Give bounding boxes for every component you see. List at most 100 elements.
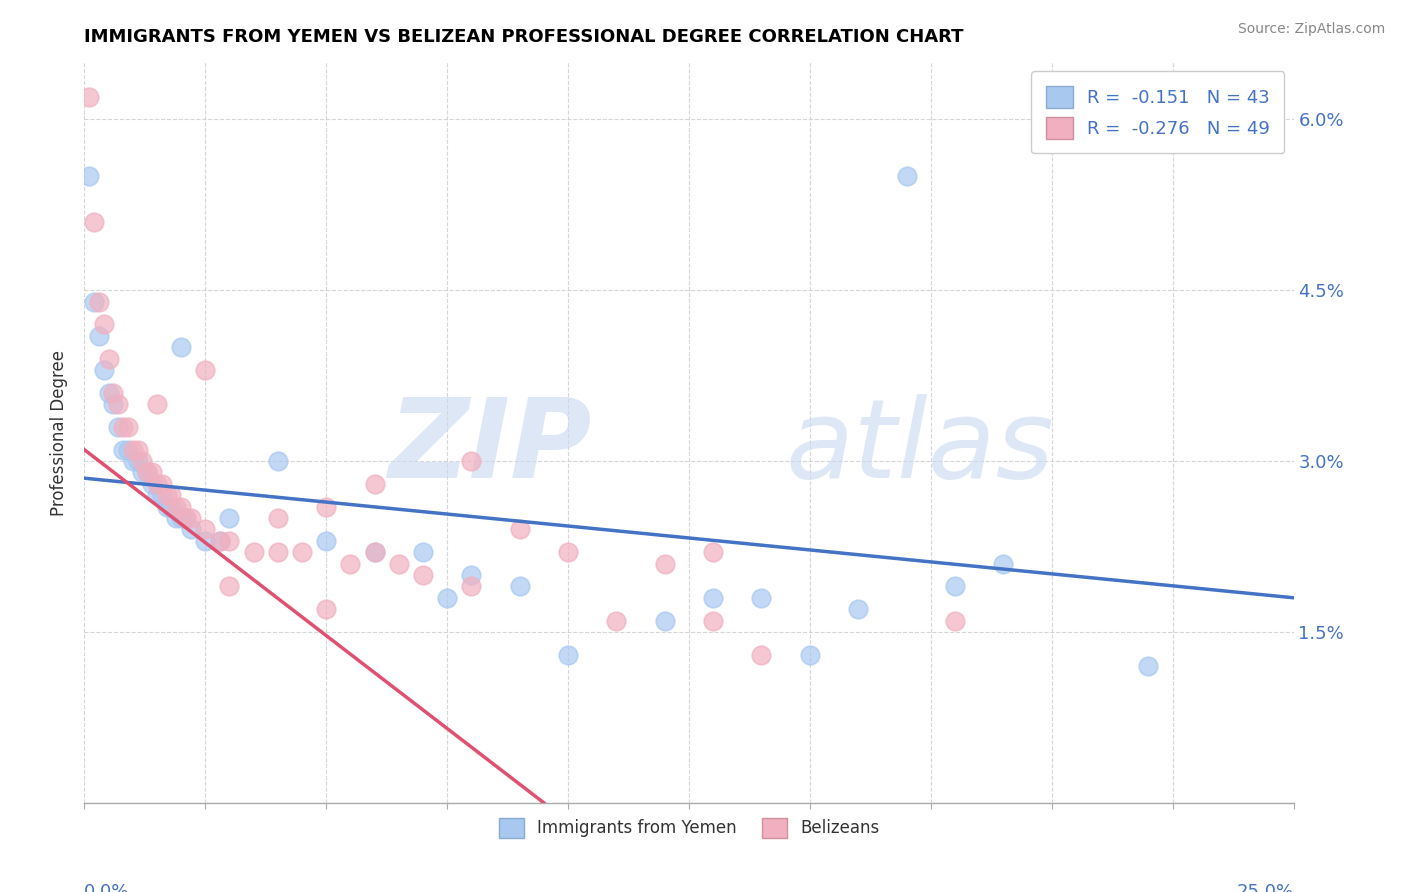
Point (160, 488, 183, 502)
Point (605, 614, 627, 628)
Point (77, 89, 100, 103)
Point (97, 385, 120, 400)
Point (509, 523, 531, 537)
Point (509, 579, 531, 593)
Point (155, 488, 177, 502)
Point (339, 557, 361, 571)
Point (799, 648, 821, 662)
Point (751, 648, 773, 662)
Point (87, 328, 110, 343)
Point (460, 568, 482, 582)
Point (141, 466, 163, 480)
Point (993, 557, 1015, 571)
Point (97, 351, 120, 366)
Point (136, 466, 159, 480)
Point (103, 397, 125, 411)
Point (315, 533, 337, 548)
Point (557, 648, 579, 662)
Point (170, 511, 193, 525)
Point (160, 500, 183, 514)
Point (460, 579, 482, 593)
Point (93, 363, 115, 377)
Point (1137, 659, 1160, 673)
Point (112, 420, 135, 434)
Point (93, 318, 115, 332)
Point (242, 545, 264, 559)
Point (460, 454, 482, 468)
Point (654, 557, 676, 571)
Point (127, 442, 149, 457)
Point (363, 545, 385, 559)
Point (141, 476, 163, 491)
Point (896, 169, 918, 184)
Point (136, 466, 159, 480)
Point (155, 500, 177, 514)
Point (702, 614, 724, 628)
Text: 25.0%: 25.0% (1236, 882, 1294, 892)
Point (363, 476, 385, 491)
Point (388, 557, 411, 571)
Point (267, 511, 290, 525)
Point (165, 511, 187, 525)
Point (180, 511, 202, 525)
Point (150, 488, 173, 502)
Point (363, 545, 385, 559)
Point (291, 545, 314, 559)
Point (557, 545, 579, 559)
Point (131, 466, 153, 480)
Point (87, 294, 110, 309)
Point (83, 215, 105, 229)
Point (702, 545, 724, 559)
Point (107, 420, 129, 434)
Point (83, 294, 105, 309)
Point (208, 533, 231, 548)
Point (218, 533, 240, 548)
Point (751, 591, 773, 605)
Point (267, 545, 290, 559)
Point (127, 454, 149, 468)
Text: 0.0%: 0.0% (84, 882, 129, 892)
Point (174, 511, 197, 525)
Point (315, 500, 337, 514)
Text: Source: ZipAtlas.com: Source: ZipAtlas.com (1237, 22, 1385, 37)
Point (77, 169, 100, 184)
Point (107, 397, 129, 411)
Point (146, 397, 169, 411)
Point (267, 454, 290, 468)
Point (218, 511, 240, 525)
Point (412, 568, 434, 582)
Point (654, 614, 676, 628)
Point (180, 523, 202, 537)
Point (194, 533, 217, 548)
Point (170, 340, 193, 354)
Point (943, 579, 966, 593)
Point (194, 363, 217, 377)
Point (117, 442, 139, 457)
Point (146, 488, 169, 502)
Point (218, 579, 240, 593)
Point (170, 500, 193, 514)
Point (150, 476, 173, 491)
Point (112, 442, 135, 457)
Text: ZIP: ZIP (388, 394, 592, 501)
Point (194, 523, 217, 537)
Text: atlas: atlas (786, 394, 1054, 501)
Point (208, 533, 231, 548)
Point (165, 500, 187, 514)
Point (121, 442, 143, 457)
Point (131, 454, 153, 468)
Legend: Immigrants from Yemen, Belizeans: Immigrants from Yemen, Belizeans (491, 809, 887, 847)
Point (103, 385, 125, 400)
Point (117, 420, 139, 434)
Point (846, 602, 869, 616)
Y-axis label: Professional Degree: Professional Degree (51, 350, 69, 516)
Point (146, 476, 169, 491)
Point (121, 454, 143, 468)
Point (315, 602, 337, 616)
Point (943, 614, 966, 628)
Point (174, 511, 197, 525)
Point (412, 545, 434, 559)
Text: IMMIGRANTS FROM YEMEN VS BELIZEAN PROFESSIONAL DEGREE CORRELATION CHART: IMMIGRANTS FROM YEMEN VS BELIZEAN PROFES… (84, 28, 965, 45)
Point (436, 591, 458, 605)
Point (702, 591, 724, 605)
